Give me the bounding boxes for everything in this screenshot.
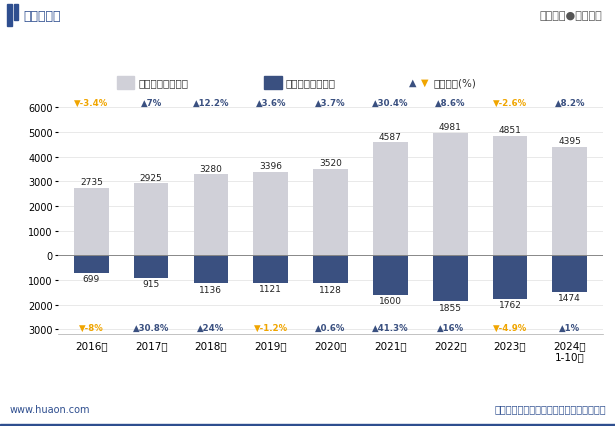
Text: 1600: 1600 (379, 296, 402, 305)
Text: 4851: 4851 (499, 126, 522, 135)
Text: ▲30.4%: ▲30.4% (372, 98, 408, 107)
Text: ▲16%: ▲16% (437, 323, 464, 332)
Text: 4587: 4587 (379, 132, 402, 141)
Bar (373, 143, 408, 256)
Text: 1474: 1474 (558, 294, 581, 302)
Bar (264, 77, 282, 89)
Bar (433, 133, 467, 256)
Text: 2735: 2735 (80, 178, 103, 187)
Text: 4395: 4395 (558, 137, 581, 146)
Bar (194, 175, 228, 256)
Text: ▲30.8%: ▲30.8% (133, 323, 169, 332)
Text: ▼-8%: ▼-8% (79, 323, 104, 332)
Text: 2925: 2925 (140, 173, 162, 182)
Text: ▲: ▲ (409, 78, 416, 88)
Text: 华经情报网: 华经情报网 (23, 9, 61, 23)
Bar (493, 136, 527, 256)
Bar (0, 424, 615, 426)
Bar (74, 256, 109, 273)
Text: ▼-1.2%: ▼-1.2% (254, 323, 288, 332)
Text: 3280: 3280 (199, 164, 223, 173)
Text: ▲3.6%: ▲3.6% (255, 98, 286, 107)
Bar (74, 188, 109, 256)
Text: ▼: ▼ (421, 78, 429, 88)
Text: 2016-2024年10月浙江省(境内目的地/货源地)进、出口额: 2016-2024年10月浙江省(境内目的地/货源地)进、出口额 (159, 43, 456, 59)
Bar (433, 256, 467, 301)
Text: ▼-4.9%: ▼-4.9% (493, 323, 527, 332)
Text: 1128: 1128 (319, 285, 342, 294)
Bar (134, 184, 169, 256)
Text: 3396: 3396 (260, 162, 282, 171)
Text: 专业严谨●客观科学: 专业严谨●客观科学 (540, 11, 603, 21)
Bar (253, 256, 288, 283)
Text: 1136: 1136 (199, 285, 223, 294)
Text: 1762: 1762 (499, 300, 522, 310)
Text: 4981: 4981 (438, 123, 462, 132)
Text: www.huaon.com: www.huaon.com (9, 403, 90, 414)
Text: 699: 699 (82, 274, 100, 283)
Text: ▲12.2%: ▲12.2% (192, 98, 229, 107)
Bar (14, 5, 18, 21)
Text: ▲1%: ▲1% (559, 323, 581, 332)
Text: 3520: 3520 (319, 159, 342, 168)
Text: ▲41.3%: ▲41.3% (372, 323, 409, 332)
Bar (194, 256, 228, 284)
Text: ▲8.6%: ▲8.6% (435, 98, 466, 107)
Text: 出口额（亿美元）: 出口额（亿美元） (138, 78, 188, 88)
Bar (493, 256, 527, 299)
Text: 进口额（亿美元）: 进口额（亿美元） (286, 78, 336, 88)
Text: 同比增长(%): 同比增长(%) (434, 78, 477, 88)
Text: ▼-2.6%: ▼-2.6% (493, 98, 527, 107)
Text: ▲3.7%: ▲3.7% (315, 98, 346, 107)
Text: 1121: 1121 (260, 285, 282, 294)
Text: ▲8.2%: ▲8.2% (555, 98, 585, 107)
Bar (253, 172, 288, 256)
Bar (313, 169, 348, 256)
Text: ▲7%: ▲7% (140, 98, 162, 107)
Bar (117, 77, 134, 89)
Bar (552, 148, 587, 256)
Bar (313, 256, 348, 283)
Bar (134, 256, 169, 278)
Bar (7, 5, 12, 27)
Text: ▲0.6%: ▲0.6% (315, 323, 346, 332)
Text: 915: 915 (143, 280, 160, 289)
Text: 1855: 1855 (438, 303, 462, 312)
Text: ▼-3.4%: ▼-3.4% (74, 98, 108, 107)
Bar (373, 256, 408, 295)
Text: ▲24%: ▲24% (197, 323, 224, 332)
Bar (552, 256, 587, 292)
Text: 数据来源：中国海关，华经产业研究院整理: 数据来源：中国海关，华经产业研究院整理 (494, 403, 606, 414)
